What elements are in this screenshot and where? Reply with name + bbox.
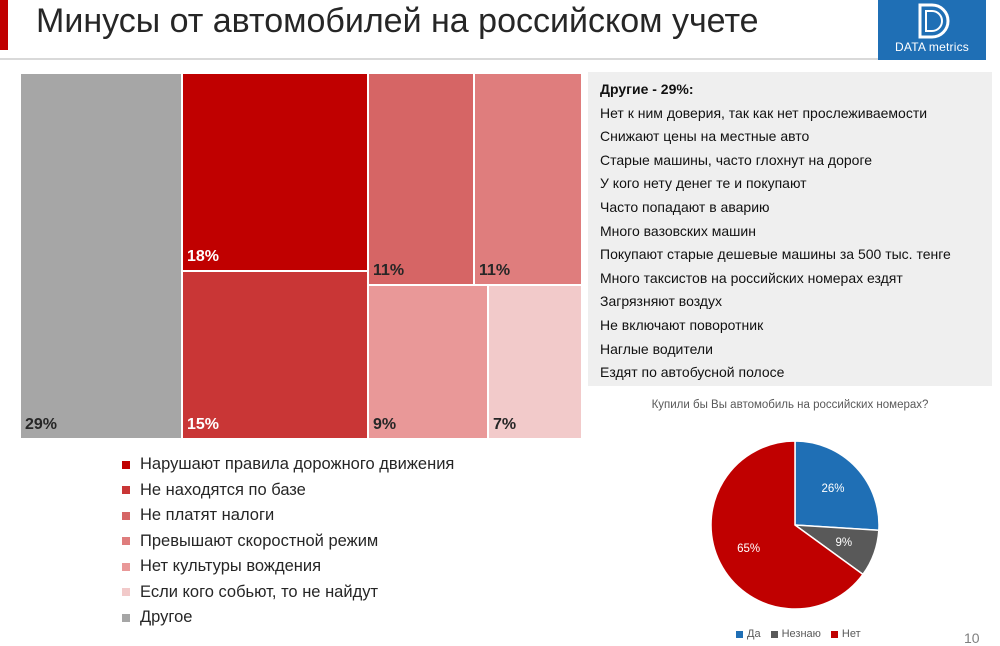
treemap-tile-value-label: 9%: [373, 416, 397, 433]
treemap-tile-value-label: 7%: [493, 416, 517, 433]
treemap-tile-speeding: 11%: [474, 73, 582, 285]
legend-swatch: [122, 613, 130, 622]
legend-item: Если кого собьют, то не найдут: [122, 580, 454, 606]
others-item: Часто попадают в аварию: [600, 198, 770, 215]
slide-title: Минусы от автомобилей на российском учет…: [36, 2, 759, 40]
legend-item: Превышают скоростной режим: [122, 529, 454, 555]
pie-legend-item: Незнаю: [770, 628, 821, 640]
legend-swatch: [122, 537, 130, 546]
treemap-tile-traffic-violations: 18%: [182, 73, 368, 271]
legend-label: Превышают скоростной режим: [140, 531, 379, 550]
legend-item: Нет культуры вождения: [122, 554, 454, 580]
treemap-tile-value-label: 11%: [373, 262, 405, 279]
others-title: Другие - 29%:: [600, 81, 694, 97]
others-item: Покупают старые дешевые машины за 500 ты…: [600, 246, 951, 263]
legend-swatch: [122, 588, 130, 597]
treemap-tile-value-label: 15%: [187, 416, 220, 433]
pie-chart-title: Купили бы Вы автомобиль на российских но…: [651, 399, 929, 411]
treemap-tile-value-label: 29%: [25, 416, 58, 433]
legend-swatch: [122, 562, 130, 571]
legend-item: Нарушают правила дорожного движения: [122, 452, 454, 478]
others-item: Ездят по автобусной полосе: [600, 364, 785, 381]
others-item: Старые машины, часто глохнут на дороге: [600, 151, 873, 168]
treemap-tile-no-taxes: 11%: [368, 73, 474, 285]
pie-slice-label: 9%: [835, 536, 853, 549]
logo-text: DATA metrics: [895, 40, 969, 54]
legend-swatch: [122, 460, 130, 469]
legend-label: Не находятся по базе: [140, 480, 306, 499]
page-number: 10: [964, 630, 980, 646]
legend-item: Другое: [122, 605, 454, 631]
others-item: Снижают цены на местные авто: [600, 128, 810, 145]
legend-item: Не находятся по базе: [122, 478, 454, 504]
treemap-tile-hit-and-run: 7%: [488, 285, 582, 439]
legend-label: Нарушают правила дорожного движения: [140, 455, 455, 474]
logo-mark-icon: [918, 3, 950, 39]
treemap-tile-not-in-database: 15%: [182, 271, 368, 439]
others-item: Загрязняют воздух: [600, 293, 722, 310]
others-item: У кого нету денег те и покупают: [600, 175, 807, 192]
legend-label: Не платят налоги: [140, 506, 275, 525]
treemap-chart: 29% 18% 15% 11% 11% 9% 7%: [20, 73, 582, 439]
legend-label: Другое: [140, 608, 193, 627]
treemap-tile-value-label: 11%: [479, 262, 511, 279]
pie-slice-Нет: [710, 440, 865, 610]
treemap-tile-other: 29%: [20, 73, 182, 439]
legend-swatch: [122, 511, 130, 520]
pie-legend-label: Да: [747, 628, 761, 640]
treemap-legend: Нарушают правила дорожного движения Не н…: [122, 452, 454, 631]
title-divider: [0, 58, 880, 60]
others-item: Не включают поворотник: [600, 316, 764, 333]
others-item: Много таксистов на российских номерах ез…: [600, 269, 903, 286]
pie-legend-label: Незнаю: [781, 628, 821, 640]
treemap-tile-no-driving-culture: 9%: [368, 285, 488, 439]
legend-label: Если кого собьют, то не найдут: [140, 582, 379, 601]
title-accent-bar: [0, 0, 8, 50]
treemap-tile-value-label: 18%: [187, 248, 220, 265]
pie-legend-swatch: [736, 630, 743, 638]
pie-slice-label: 26%: [821, 483, 845, 496]
pie-slice-Да: [794, 440, 880, 532]
legend-label: Нет культуры вождения: [140, 557, 322, 576]
legend-swatch: [122, 486, 130, 495]
pie-legend-item: Да: [736, 628, 761, 640]
data-metrics-logo: DATA metrics: [878, 0, 986, 60]
pie-legend-swatch: [770, 630, 778, 638]
others-item: Много вазовских машин: [600, 222, 756, 239]
pie-legend-swatch: [830, 630, 838, 638]
pie-chart: [710, 440, 880, 610]
pie-legend-item: Нет: [830, 628, 861, 640]
pie-legend: Да Незнаю Нет: [736, 628, 871, 640]
others-item: Наглые водители: [600, 340, 713, 357]
legend-item: Не платят налоги: [122, 503, 454, 529]
others-comments-box: Другие - 29%: Нет к ним доверия, так как…: [588, 72, 992, 386]
pie-slice-label: 65%: [737, 542, 761, 555]
others-item: Нет к ним доверия, так как нет прослежив…: [600, 104, 928, 121]
pie-legend-label: Нет: [841, 628, 861, 640]
